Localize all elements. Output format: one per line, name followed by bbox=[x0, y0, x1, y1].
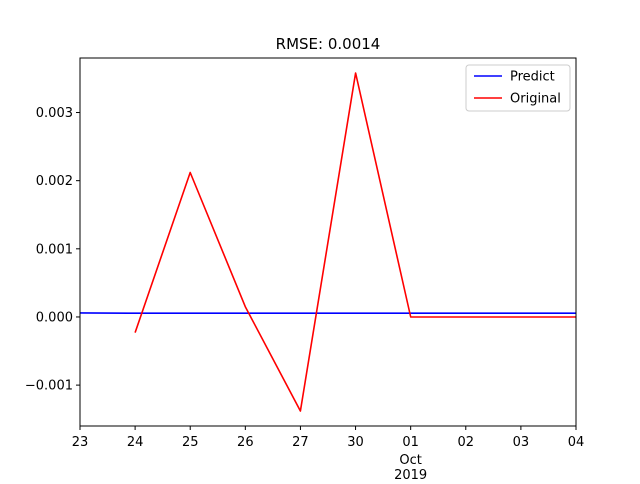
y-tick-label: 0.002 bbox=[36, 174, 73, 189]
legend-label-predict: Predict bbox=[510, 70, 555, 85]
series-line-original bbox=[135, 73, 576, 411]
x-tick-label: 25 bbox=[182, 435, 199, 450]
x-tick-label: 30 bbox=[347, 435, 364, 450]
chart-title: RMSE: 0.0014 bbox=[276, 35, 381, 53]
y-tick-label: 0.001 bbox=[36, 242, 73, 257]
x-tick-label: 02 bbox=[458, 435, 475, 450]
x-tick-label: 03 bbox=[513, 435, 530, 450]
y-tick-label: 0.000 bbox=[36, 310, 73, 325]
x-tick-label: 04 bbox=[568, 435, 585, 450]
y-axis: −0.001 0.000 0.001 0.002 0.003 bbox=[25, 106, 80, 394]
y-tick-label: 0.003 bbox=[36, 106, 73, 121]
legend-label-original: Original bbox=[510, 92, 561, 107]
x-tick-label: 23 bbox=[72, 435, 89, 450]
x-tick-sublabel: Oct bbox=[399, 453, 421, 468]
x-tick-label: 26 bbox=[237, 435, 254, 450]
series-layer bbox=[80, 73, 576, 411]
x-tick-sublabel: 2019 bbox=[394, 468, 427, 480]
x-tick-label: 01 bbox=[402, 435, 419, 450]
x-tick-label: 24 bbox=[127, 435, 144, 450]
x-tick-label: 27 bbox=[292, 435, 309, 450]
legend: Predict Original bbox=[466, 65, 570, 111]
y-tick-label: −0.001 bbox=[25, 379, 73, 394]
